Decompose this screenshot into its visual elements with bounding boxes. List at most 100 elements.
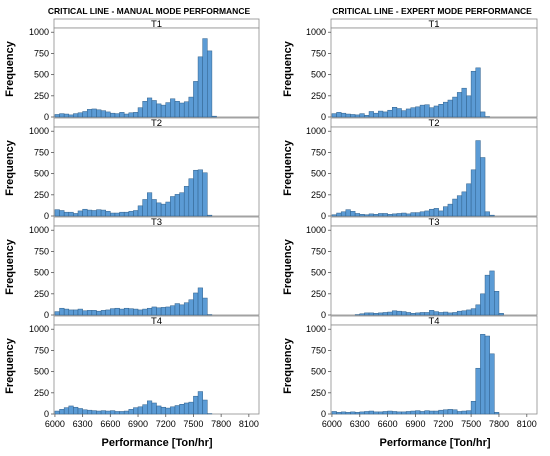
left-panel-4-bar-20 <box>142 404 148 415</box>
left-panel-2-bar-25 <box>165 201 171 217</box>
right-panel-2-bar-19 <box>415 212 421 217</box>
left-panel-3-bar-16 <box>123 307 130 316</box>
left-panel-2-bar-2 <box>59 210 65 217</box>
left-panel-4-bar-10 <box>96 410 102 415</box>
right-panel-4-ytick-2: 250 <box>311 388 326 398</box>
right-panel-3-ytick-1: 0 <box>321 310 326 320</box>
right-panel-2-bar-3 <box>340 211 347 217</box>
left-panel-3-ytick-1: 0 <box>44 310 49 320</box>
right-panel-3-ytick-3: 500 <box>311 268 326 278</box>
right-panel-4-bar-28 <box>456 411 463 415</box>
left-panel-3-bar-33 <box>202 297 208 316</box>
left-panel-1-bar-14 <box>114 113 120 118</box>
right-panel-4-title: T4 <box>428 316 439 327</box>
left-panel-2-bar-33 <box>202 172 208 217</box>
right-panel-3-bar-36 <box>494 291 500 316</box>
left-panel-4-title: T4 <box>151 316 162 327</box>
left-panel-4-bar-2 <box>59 409 65 415</box>
right-panel-4-bar-6 <box>354 412 361 415</box>
right-panel-1-bar-28 <box>456 92 463 118</box>
left-panel-4-ytick-2: 250 <box>34 388 49 398</box>
right-panel-4-ytick-1: 0 <box>321 409 326 419</box>
right-panel-2-bar-16 <box>401 212 407 217</box>
right-panel-1-bar-6 <box>354 114 361 118</box>
right-panel-2-bar-7 <box>359 214 365 217</box>
right-panel-1-bar-26 <box>447 99 453 118</box>
right-panel-2-bar-32 <box>475 140 481 217</box>
right-panel-4-bar-8 <box>364 411 370 415</box>
left-panel-4-plot-area <box>53 324 260 415</box>
right-panel-3-bar-11 <box>378 312 384 316</box>
right-panel-4-bar-36 <box>494 412 500 415</box>
right-panel-2-bar-15 <box>396 213 402 217</box>
left-panel-4-bar-13 <box>110 410 116 415</box>
left-ylabel-3: Frequency <box>4 238 16 295</box>
left-panel-4-ytick-1: 0 <box>44 409 49 419</box>
left-panel-3-bar-13 <box>110 308 116 316</box>
right-panel-2-bar-33 <box>480 157 486 217</box>
right-panel-4-bar-15 <box>396 411 402 415</box>
left-panel-3-bar-28 <box>179 304 185 316</box>
left-panel-1-bar-7 <box>82 111 88 118</box>
right-xlabel: Performance [Ton/hr] <box>379 437 490 449</box>
right-panel-2-bar-18 <box>410 212 416 217</box>
right-panel-3-bar-31 <box>470 308 477 316</box>
right-panel-4-bar-5 <box>350 411 356 415</box>
left-panel-1-bar-13 <box>110 112 116 118</box>
left-panel-2-ytick-3: 500 <box>34 169 49 179</box>
right-panel-2-bar-34 <box>484 211 490 217</box>
right-panel-4-bar-29 <box>461 410 467 415</box>
right-panel-1-bar-7 <box>359 113 365 118</box>
right-panel-1-bar-15 <box>396 108 402 118</box>
left-panel-1-bar-21 <box>147 97 153 118</box>
left-panel-1-bar-15 <box>119 112 125 118</box>
left-panel-2-bar-17 <box>128 211 134 217</box>
right-ylabel-2: Frequency <box>282 139 294 196</box>
left-panel-3-bar-10 <box>96 310 102 316</box>
left-panel-4-bar-19 <box>137 406 143 415</box>
right-panel-3-bar-26 <box>447 312 453 316</box>
left-xtick-6: 7500 <box>183 419 203 429</box>
right-xtick-7: 7800 <box>489 419 509 429</box>
left-xlabel: Performance [Ton/hr] <box>101 437 212 449</box>
right-panel-4-bar-13 <box>387 410 393 415</box>
right-panel-4-bar-4 <box>345 412 351 415</box>
right-panel-2-bar-28 <box>456 195 463 217</box>
left-panel-4-bar-32 <box>197 391 203 415</box>
right-panel-3-ytick-4: 750 <box>311 246 326 256</box>
right-panel-1-bar-22 <box>429 107 435 118</box>
right-panel-4-bar-25 <box>443 409 449 415</box>
left-panel-1-bar-2 <box>59 113 65 118</box>
left-panel-4-bar-9 <box>91 410 97 415</box>
right-panel-1-bar-5 <box>350 114 356 118</box>
left-xtick-5: 7200 <box>156 419 176 429</box>
right-panel-4-bar-27 <box>452 409 458 415</box>
right-panel-4-bar-21 <box>424 410 430 415</box>
left-panel-3-title: T3 <box>151 217 162 228</box>
left-panel-4-bar-12 <box>105 410 111 415</box>
right-panel-2-bar-4 <box>345 209 351 217</box>
left-panel-3-bar-21 <box>147 307 153 316</box>
left-panel-1-bar-12 <box>105 111 111 118</box>
right-panel-2-bar-30 <box>466 183 472 217</box>
left-panel-3-bar-26 <box>170 305 176 316</box>
left-panel-4-bar-18 <box>133 407 139 415</box>
right-xtick-3: 6600 <box>378 419 398 429</box>
right-panel-1-bar-19 <box>415 106 421 118</box>
left-panel-2-bar-21 <box>147 192 153 217</box>
left-panel-2-bar-7 <box>82 208 88 217</box>
left-panel-4-bar-1 <box>54 410 60 415</box>
left-panel-4-bar-17 <box>128 409 134 415</box>
right-panel-1-bar-14 <box>391 107 398 118</box>
left-panel-3-bar-22 <box>151 306 157 316</box>
left-panel-2-bar-22 <box>151 199 157 217</box>
left-panel-4-bar-28 <box>179 404 185 415</box>
left-panel-1-bar-18 <box>133 112 139 118</box>
left-panel-2-bar-8 <box>86 209 93 217</box>
left-panel-1-bar-26 <box>170 98 176 118</box>
right-panel-1-bar-3 <box>340 112 347 118</box>
right-panel-4-bar-24 <box>438 409 444 415</box>
left-panel-4-bar-8 <box>86 409 93 415</box>
right-panel-3-bar-24 <box>438 312 444 316</box>
right-panel-4-bar-20 <box>419 411 425 415</box>
